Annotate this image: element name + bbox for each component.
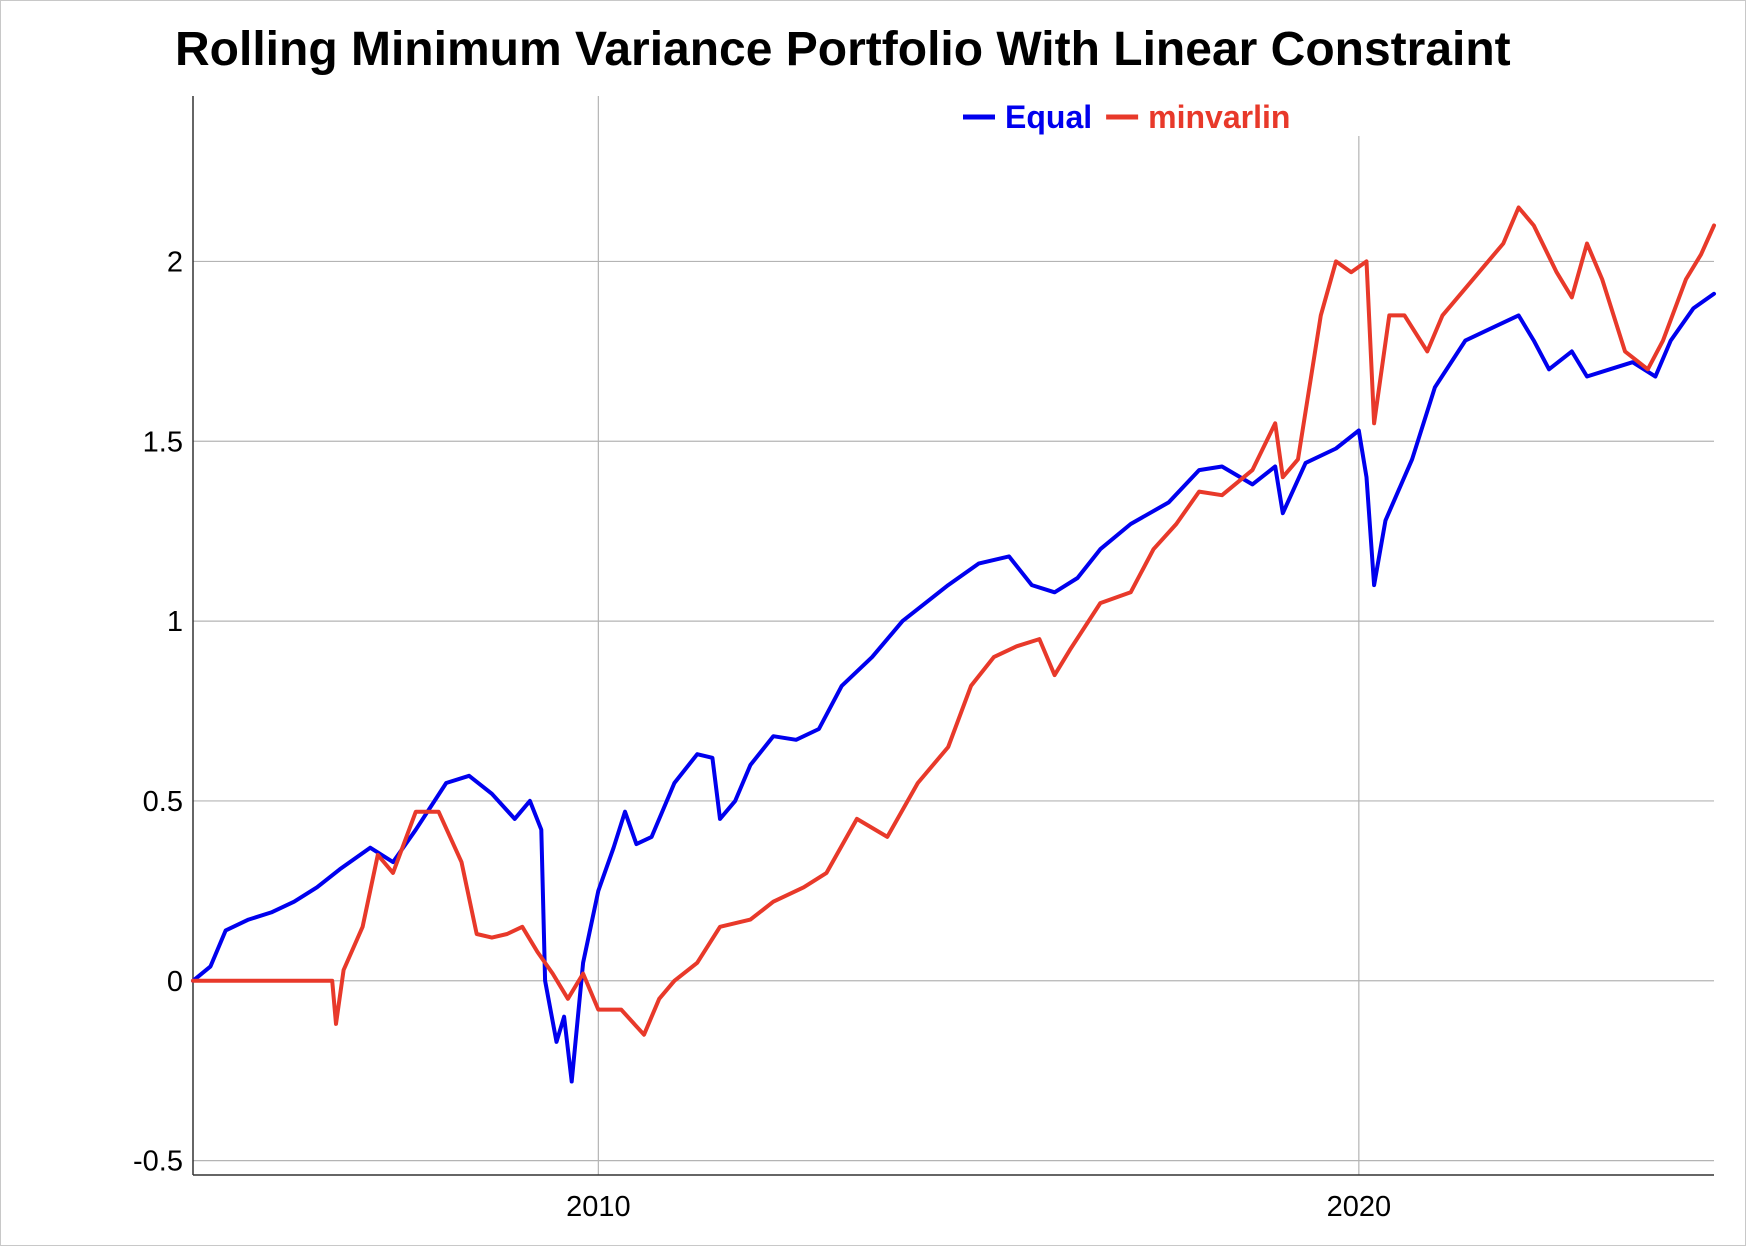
y-tick-label: 1.5 [143, 426, 183, 458]
axes [192, 96, 1714, 1176]
y-tick-label: 0 [167, 966, 183, 998]
tick-labels: 2 1.5 1 0.5 0 -0.5 2010 2020 [133, 246, 1391, 1223]
y-tick-label: 1 [167, 606, 183, 638]
legend-label-equal: Equal [1005, 99, 1092, 135]
y-tick-label: 0.5 [143, 786, 183, 818]
y-tick-label: -0.5 [133, 1146, 183, 1178]
series-lines [191, 205, 1716, 1084]
series-line-equal [191, 291, 1716, 1084]
x-tick-label: 2010 [566, 1191, 631, 1223]
gridlines [193, 96, 1714, 1175]
y-tick-label: 2 [167, 246, 183, 278]
legend-label-minvarlin: minvarlin [1148, 99, 1290, 135]
series-line-minvarlin [191, 205, 1716, 1037]
x-tick-label: 2020 [1327, 1191, 1392, 1223]
legend: Equal minvarlin [963, 99, 1290, 135]
chart-title: Rolling Minimum Variance Portfolio With … [175, 23, 1511, 76]
